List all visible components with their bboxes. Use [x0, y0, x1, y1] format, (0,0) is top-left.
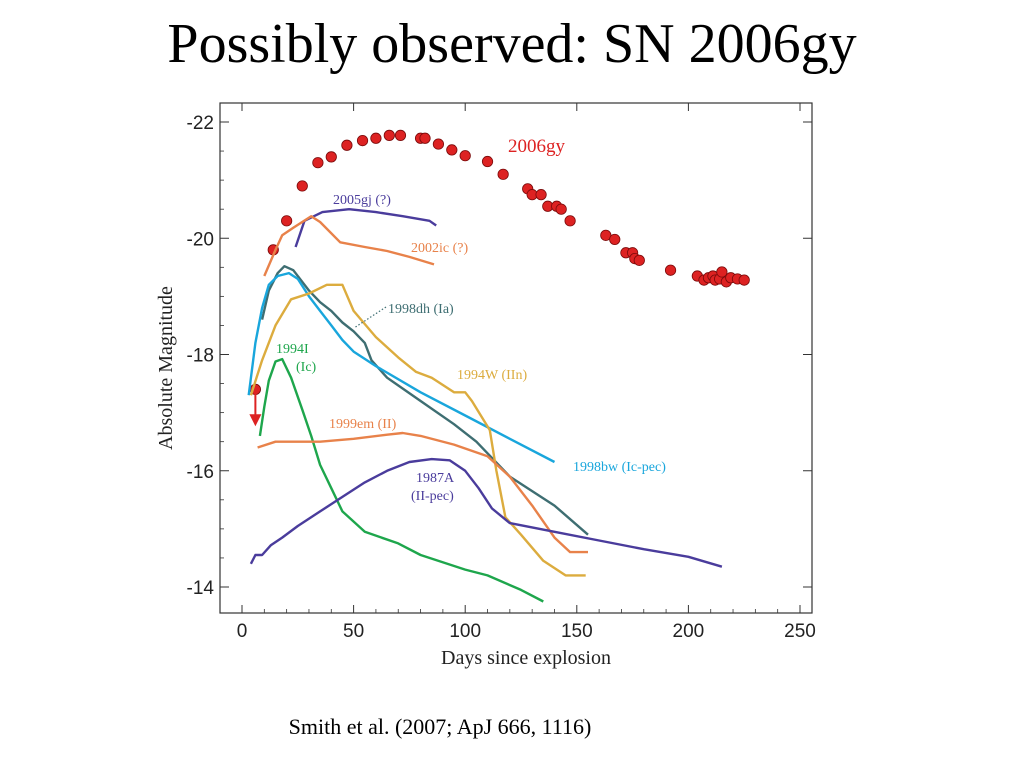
y-tick-label: -18: [187, 346, 214, 367]
data-point-2006gy: [312, 157, 324, 169]
series-label-1998dh: 1998dh (Ia): [388, 302, 454, 317]
data-point-2006gy: [341, 139, 353, 151]
x-tick-label: 200: [673, 621, 705, 642]
y-tick-label: -20: [187, 229, 214, 250]
y-tick-label: -22: [187, 113, 214, 134]
series-line-1994w: [249, 283, 586, 577]
series-line-1987a: [249, 457, 723, 568]
x-axis-title: Days since explosion: [441, 647, 611, 669]
label-leader-1998dh: [353, 306, 387, 329]
data-point-2006gy: [432, 138, 445, 150]
data-point-2006gy: [664, 264, 677, 276]
series-label-1994w: 1994W (IIn): [457, 368, 527, 383]
data-point-2006gy: [481, 155, 494, 168]
x-axis: 0 50 100 150 200 250: [237, 103, 816, 642]
upper-limit-arrow-head: [249, 414, 262, 427]
series-label-1999em: 1999em (II): [329, 417, 397, 432]
data-point-2006gy: [633, 254, 645, 266]
data-point-2006gy: [356, 135, 369, 147]
data-point-2006gy: [419, 132, 431, 144]
series-label-1994i: 1994I: [276, 342, 309, 357]
data-point-2006gy: [296, 180, 308, 192]
citation: Smith et al. (2007; ApJ 666, 1116): [288, 714, 592, 739]
y-tick-label: -14: [187, 578, 215, 599]
series-line-2002ic: [263, 215, 435, 277]
plot-frame: [219, 102, 813, 614]
series-line-1994i: [258, 357, 544, 603]
series-label-1987a-line2: (II-pec): [411, 489, 454, 504]
series-label-1998bw: 1998bw (Ic-pec): [573, 460, 666, 475]
series-label-1987a: 1987A: [416, 471, 455, 486]
data-point-2006gy: [564, 215, 576, 227]
x-tick-label: 250: [784, 621, 816, 642]
data-point-2006gy: [370, 132, 382, 144]
data-point-2006gy: [394, 129, 407, 141]
data-point-2006gy: [555, 203, 567, 215]
series-label-1994i-line2: (Ic): [296, 360, 317, 375]
x-tick-label: 0: [237, 621, 248, 642]
x-tick-label: 100: [449, 621, 481, 642]
series-line-1998bw: [247, 271, 556, 464]
series-label-2002ic: 2002ic (?): [411, 241, 468, 256]
series-line-1998dh: [260, 265, 589, 536]
data-point-2006gy: [383, 129, 395, 141]
y-axis: -22 -20 -18 -16 -14: [187, 113, 812, 599]
y-tick-label: -16: [187, 462, 214, 483]
x-tick-label: 50: [343, 621, 364, 642]
data-point-2006gy: [738, 274, 750, 286]
x-tick-label: 150: [561, 621, 593, 642]
series-group: [247, 129, 750, 603]
data-point-2006gy: [609, 233, 621, 246]
y-axis-title: Absolute Magnitude: [155, 286, 177, 450]
data-point-2006gy: [535, 189, 547, 201]
data-point-2006gy: [446, 144, 458, 156]
plot-border: [219, 102, 813, 614]
data-point-2006gy: [281, 215, 293, 227]
series-label-2005gj: 2005gj (?): [333, 193, 391, 208]
data-point-2006gy: [497, 168, 509, 180]
series-label-2006gy: 2006gy: [508, 136, 566, 157]
series-labels: 2006gy 2005gj (?) 2002ic (?) 1998dh (Ia) 199…: [276, 136, 666, 504]
data-point-2006gy: [325, 151, 337, 163]
data-point-2006gy: [716, 266, 728, 278]
data-point-2006gy: [459, 150, 471, 162]
slide-title: Possibly observed: SN 2006gy: [167, 13, 857, 75]
